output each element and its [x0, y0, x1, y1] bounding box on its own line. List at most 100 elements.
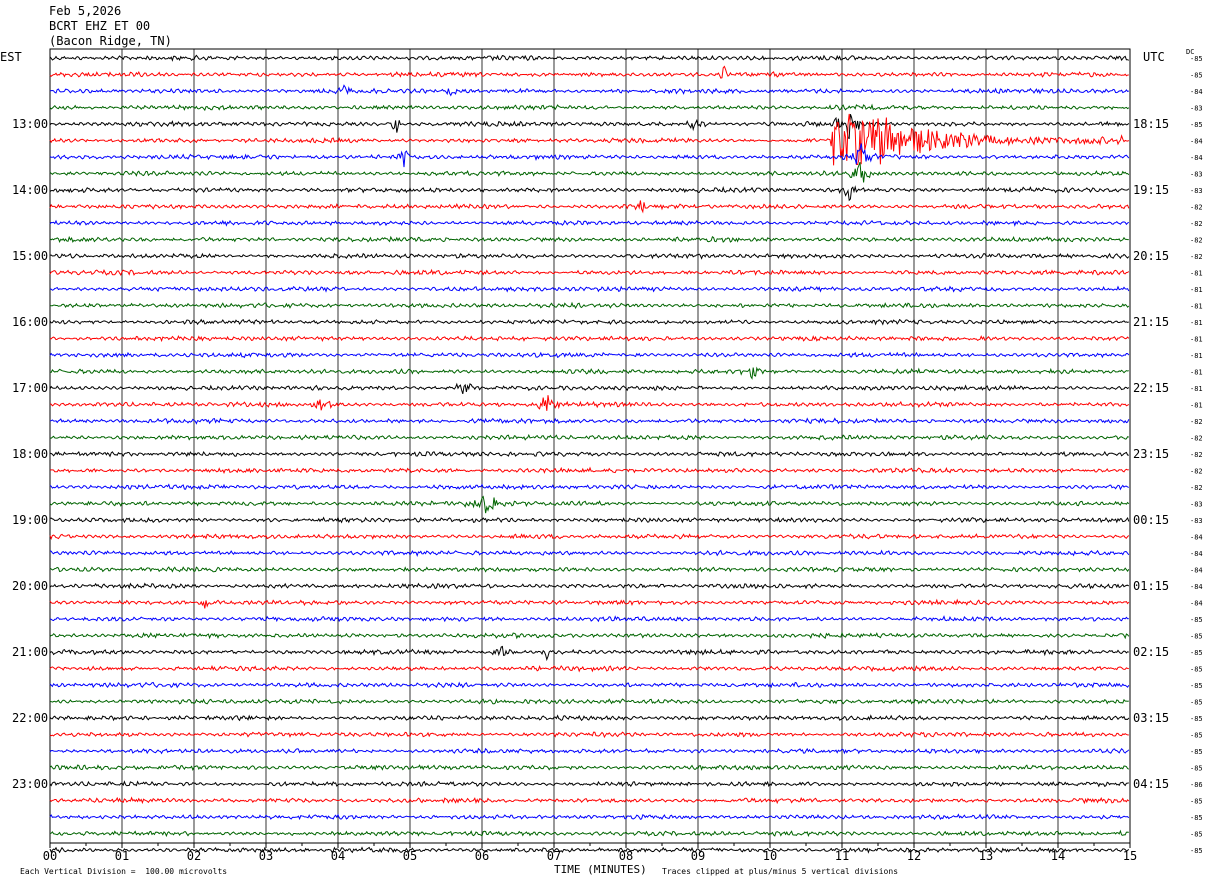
clip-note: Traces clipped at plus/minus 5 vertical …: [662, 867, 899, 876]
left-hour-label: 18:00: [12, 447, 48, 461]
seismic-trace: [49, 235, 1129, 244]
dc-offset-label: -82: [1190, 435, 1203, 443]
seismic-trace: [49, 516, 1130, 524]
seismic-trace: [49, 366, 1129, 380]
seismic-trace: [49, 417, 1130, 425]
right-hour-label: 02:15: [1133, 645, 1169, 659]
dc-offset-label: -85: [1190, 72, 1203, 80]
seismic-trace: [49, 252, 1130, 260]
seismic-trace: [49, 200, 1130, 214]
dc-offset-label: -85: [1190, 748, 1203, 756]
x-tick-label: 06: [475, 849, 489, 863]
dc-offset-label: -81: [1190, 385, 1203, 393]
scale-note: Each Vertical Division = 100.00 microvol…: [20, 867, 228, 876]
left-hour-label: 14:00: [12, 183, 48, 197]
seismic-trace: [49, 495, 1130, 514]
header-date: Feb 5,2026: [49, 4, 122, 18]
dc-offset-label: -85: [1190, 649, 1203, 657]
dc-offset-label: -84: [1190, 600, 1203, 608]
seismic-trace: [49, 450, 1129, 458]
dc-offset-label: -82: [1190, 237, 1203, 245]
header-location: (Bacon Ridge, TN): [49, 34, 172, 48]
left-hour-label: 16:00: [12, 315, 48, 329]
seismic-trace: [49, 351, 1130, 359]
seismic-trace: [49, 698, 1129, 705]
dc-offset-label: -85: [1190, 666, 1203, 674]
dc-offset-label: -83: [1190, 105, 1203, 113]
right-hour-label: 04:15: [1133, 777, 1169, 791]
seismic-trace: [49, 714, 1130, 722]
seismic-trace: [49, 796, 1130, 805]
x-tick-label: 15: [1123, 849, 1137, 863]
seismic-trace: [49, 764, 1130, 771]
dc-offset-label: -84: [1190, 583, 1203, 591]
seismic-trace: [49, 54, 1130, 62]
dc-offset-label: -86: [1190, 781, 1203, 789]
seismic-trace: [49, 185, 1130, 202]
seismic-trace: [49, 162, 1130, 183]
dc-offset-label: -81: [1190, 336, 1203, 344]
seismic-trace: [49, 65, 1129, 79]
dc-offset-label: -82: [1190, 484, 1203, 492]
right-hour-label: 03:15: [1133, 711, 1169, 725]
seismic-trace: [49, 466, 1129, 474]
dc-offset-label: -85: [1190, 847, 1203, 855]
x-tick-label: 08: [619, 849, 633, 863]
dc-offset-label: -84: [1190, 88, 1203, 96]
dc-offset-label: -85: [1190, 55, 1203, 63]
x-tick-label: 07: [547, 849, 561, 863]
dc-offset-label: -85: [1190, 765, 1203, 773]
seismic-trace: [49, 598, 1130, 609]
seismic-trace: [49, 114, 1130, 140]
seismic-trace: [49, 335, 1130, 343]
x-tick-label: 01: [115, 849, 129, 863]
seismic-trace: [49, 549, 1130, 557]
seismic-trace: [49, 731, 1129, 739]
dc-offset-label: -81: [1190, 402, 1203, 410]
seismic-trace: [49, 533, 1130, 540]
seismic-trace: [49, 747, 1130, 755]
right-timezone-label: UTC: [1143, 50, 1165, 64]
dc-offset-label: -85: [1190, 715, 1203, 723]
dc-offset-label: -84: [1190, 550, 1203, 558]
seismic-trace: [49, 645, 1129, 662]
dc-offset-label: -85: [1190, 831, 1203, 839]
right-hour-label: 01:15: [1133, 579, 1169, 593]
dc-offset-header: DC: [1186, 48, 1195, 56]
seismic-trace: [49, 582, 1130, 590]
seismic-trace: [49, 113, 1130, 166]
right-hour-label: 20:15: [1133, 249, 1169, 263]
dc-offset-label: -84: [1190, 567, 1203, 575]
seismic-trace: [49, 780, 1129, 788]
x-tick-label: 02: [187, 849, 201, 863]
dc-offset-label: -82: [1190, 468, 1203, 476]
left-hour-label: 13:00: [12, 117, 48, 131]
seismic-trace: [49, 829, 1129, 838]
header-station: BCRT EHZ ET 00: [49, 19, 151, 33]
left-hour-label: 21:00: [12, 645, 48, 659]
dc-offset-label: -85: [1190, 633, 1203, 641]
x-tick-label: 09: [691, 849, 705, 863]
dc-offset-label: -85: [1190, 798, 1203, 806]
x-tick-label: 12: [907, 849, 921, 863]
dc-offset-label: -82: [1190, 220, 1203, 228]
dc-offset-label: -81: [1190, 303, 1203, 311]
right-hour-label: 23:15: [1133, 447, 1169, 461]
dc-offset-label: -81: [1190, 352, 1203, 360]
seismic-trace: [49, 631, 1130, 640]
seismic-trace: [49, 433, 1129, 441]
seismic-trace: [49, 84, 1129, 97]
seismic-trace: [49, 846, 1130, 854]
dc-offset-label: -85: [1190, 121, 1203, 129]
dc-offset-label: -81: [1190, 319, 1203, 327]
dc-offset-label: -84: [1190, 154, 1203, 162]
seismic-trace: [49, 103, 1130, 112]
left-hour-label: 20:00: [12, 579, 48, 593]
dc-offset-label: -83: [1190, 187, 1203, 195]
seismic-trace: [49, 395, 1130, 411]
x-tick-label: 03: [259, 849, 273, 863]
right-hour-label: 19:15: [1133, 183, 1169, 197]
seismic-trace: [49, 268, 1130, 276]
right-hour-label: 21:15: [1133, 315, 1169, 329]
